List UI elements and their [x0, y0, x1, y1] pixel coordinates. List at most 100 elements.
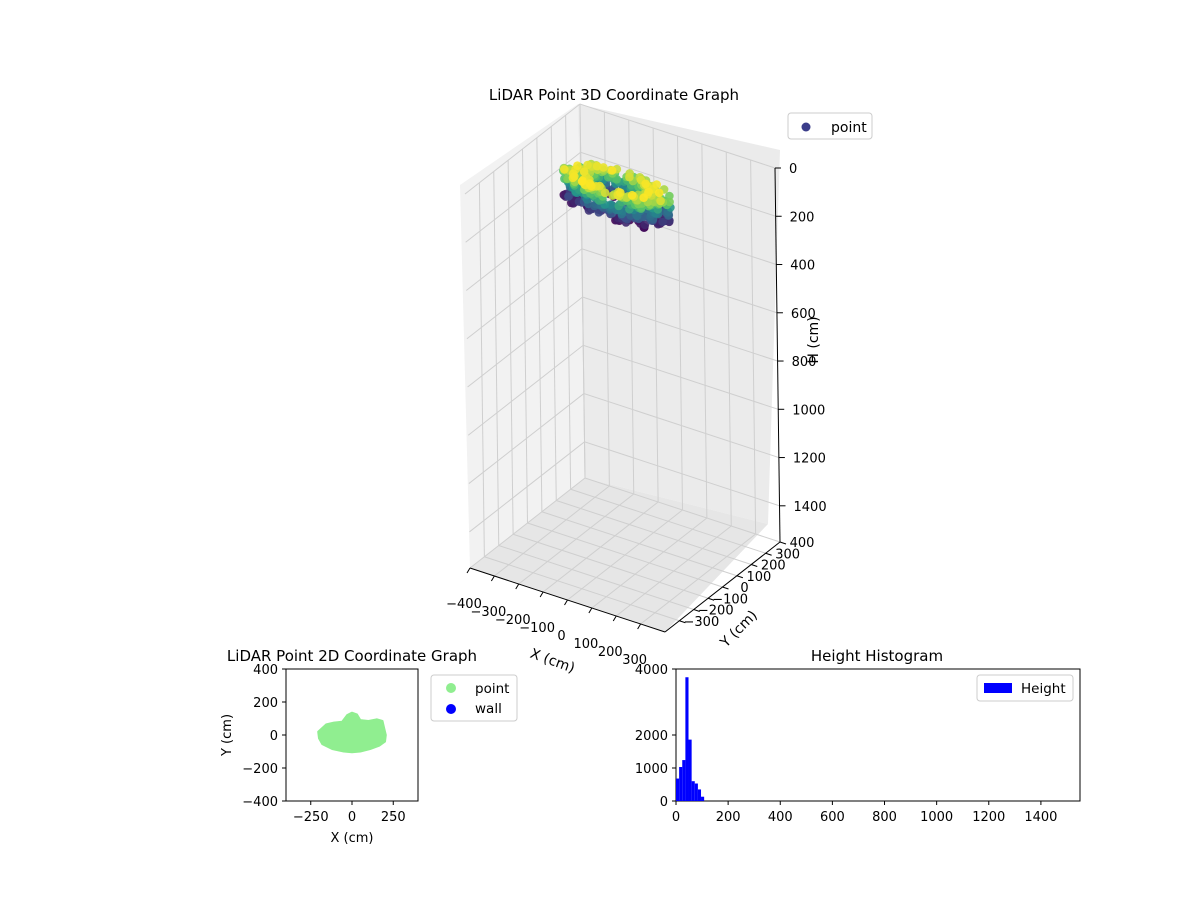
- tick-label-x-2d: 250: [381, 810, 406, 825]
- grid-line-3d: [522, 148, 528, 524]
- tick-label-z-3d: 1400: [794, 500, 827, 515]
- data-point-3d: [592, 161, 602, 171]
- data-point-3d: [654, 188, 664, 198]
- axis-x-label-3d: X (cm): [528, 646, 577, 677]
- histogram-bar: [679, 767, 683, 801]
- tick-label-x-2d: 0: [348, 810, 356, 825]
- grid-line-3d: [527, 522, 723, 588]
- tick-label-x-3d: 100: [573, 637, 598, 652]
- histogram-bar: [691, 781, 695, 801]
- tick-label-y-histogram: 4000: [635, 663, 668, 678]
- tick-label-y-2d: −400: [242, 795, 278, 810]
- grid-line-3d: [467, 296, 778, 388]
- chart-3d-title: LiDAR Point 3D Coordinate Graph: [489, 86, 739, 104]
- legend-histogram: Height: [976, 674, 1074, 702]
- histogram-bar: [697, 789, 702, 801]
- legend-histogram-label: Height: [1021, 681, 1066, 697]
- histogram-bars: [676, 677, 705, 801]
- tick-label-x-3d: −400: [446, 597, 482, 612]
- tick-label-x-histogram: 200: [716, 810, 741, 825]
- histogram-bar: [676, 778, 680, 801]
- data-point-3d: [579, 167, 589, 176]
- data-point-3d: [607, 166, 617, 175]
- tick-label-x-histogram: 800: [872, 810, 897, 825]
- grid-line-3d: [493, 171, 500, 546]
- chart-histogram: Height Histogram 0 200 400 600 800 1000 1200 14…: [635, 647, 1081, 825]
- chart-3d: LiDAR Point 3D Coordinate Graph −400−300…: [446, 86, 873, 677]
- tick-label-z-3d: 800: [792, 355, 817, 370]
- tick-label-x-3d: 300: [622, 653, 647, 668]
- tick-label-x-3d: −300: [471, 605, 507, 620]
- ticks-3d: −400−300−200−1000100200300−300−200−10001…: [446, 162, 826, 668]
- tick-label-x-histogram: 1400: [1024, 810, 1057, 825]
- data-point-3d: [573, 161, 582, 170]
- legend-2d: point wall: [430, 674, 518, 722]
- tick-y-3d: [751, 564, 758, 567]
- data-point-3d: [570, 172, 579, 181]
- histogram-bar: [701, 796, 705, 801]
- tick-label-y-2d: −200: [242, 762, 278, 777]
- grid-line-3d: [478, 182, 485, 557]
- tick-label-y-2d: 200: [253, 696, 278, 711]
- tick-x-3d: [564, 599, 568, 606]
- tick-label-z-3d: 1200: [793, 452, 826, 467]
- data-point-3d: [627, 190, 637, 200]
- data-point-3d: [665, 191, 674, 201]
- ticks-2d: −250 0 250 −400 −200 0 200 400: [242, 663, 405, 825]
- tick-label-x-3d: 200: [598, 645, 623, 660]
- legend-2d-marker-point: [446, 683, 456, 693]
- legend-3d-label: point: [831, 120, 867, 136]
- data-point-3d: [577, 177, 587, 186]
- grid-line-3d: [556, 500, 752, 565]
- histogram-bar: [682, 760, 686, 801]
- tick-label-z-3d: 600: [791, 307, 816, 322]
- tick-label-y-3d: −200: [698, 604, 734, 619]
- grid-line-3d: [570, 488, 766, 554]
- grid-line-3d: [677, 135, 683, 511]
- tick-y-3d: [736, 575, 744, 579]
- tick-label-z-3d: 0: [789, 162, 797, 177]
- grid-line-3d: [468, 392, 780, 484]
- tick-y-3d: [765, 552, 772, 556]
- tick-label-y-2d: 0: [270, 729, 278, 744]
- tick-label-z-3d: 200: [790, 210, 815, 225]
- histogram-bar: [694, 783, 698, 801]
- data-point-3d: [583, 160, 592, 170]
- tick-y-3d: [679, 620, 686, 624]
- grid-line-3d: [536, 137, 543, 512]
- tick-y-3d: [693, 609, 700, 612]
- tick-label-y-histogram: 2000: [635, 729, 668, 744]
- tick-label-x-3d: 0: [557, 629, 565, 644]
- grid-line-3d: [725, 151, 732, 527]
- grid-line-3d: [467, 344, 779, 436]
- data-point-3d: [665, 197, 674, 207]
- tick-label-y-2d: 400: [253, 663, 278, 678]
- tick-x-3d: [466, 567, 471, 574]
- data-point-3d: [600, 188, 610, 198]
- point-cloud-2d: [317, 711, 387, 754]
- tick-label-z-3d: 400: [790, 259, 815, 274]
- tick-label-z-3d: 1000: [792, 403, 825, 418]
- tick-label-y-3d: 100: [746, 570, 771, 585]
- tick-label-x-3d: −100: [519, 621, 555, 636]
- tick-label-y-3d: 400: [790, 536, 815, 551]
- grid-line-3d: [498, 545, 694, 610]
- data-point-3d: [639, 193, 648, 202]
- tick-label-y-3d: 300: [775, 547, 800, 562]
- grid-line-3d: [541, 511, 738, 577]
- grid-line-3d: [584, 477, 781, 543]
- chart-2d-title: LiDAR Point 2D Coordinate Graph: [227, 647, 477, 665]
- data-point-3d: [640, 220, 650, 230]
- data-point-3d: [564, 192, 573, 201]
- tick-label-x-3d: −200: [495, 613, 531, 628]
- grid-line-3d: [701, 143, 708, 519]
- tick-x-3d: [588, 607, 593, 614]
- tick-y-3d: [779, 541, 787, 545]
- tick-label-y-histogram: 0: [660, 795, 668, 810]
- axis-y-label-2d: Y (cm): [220, 714, 235, 757]
- axis-x-label-2d: X (cm): [331, 831, 374, 846]
- tick-x-3d: [490, 575, 495, 582]
- histogram-title: Height Histogram: [811, 647, 943, 665]
- chart-2d: LiDAR Point 2D Coordinate Graph −250 0 250…: [220, 647, 518, 846]
